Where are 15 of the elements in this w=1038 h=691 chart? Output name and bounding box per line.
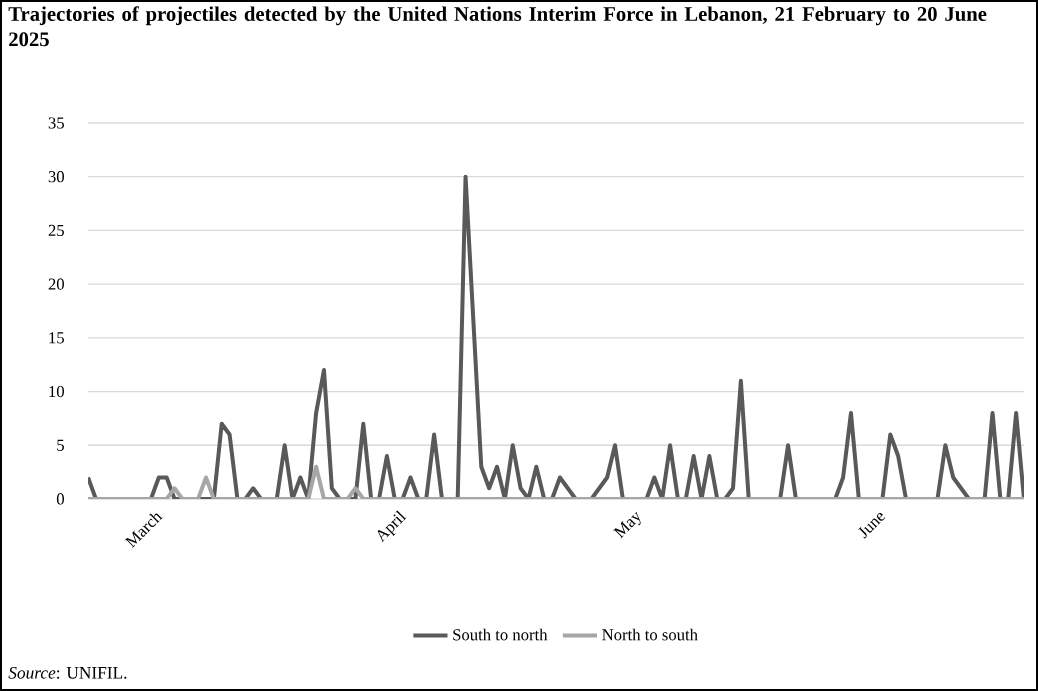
text: Source: UNIFIL. xyxy=(8,666,127,679)
chart-title: Trajectories of projectiles detected by the United Nations Interim Force in Lebanon, 21 February to 20 June 2025 xyxy=(8,6,987,47)
y-tick-label: 10 xyxy=(49,385,64,398)
y-tick-label: 5 xyxy=(57,439,64,451)
x-tick-label: May xyxy=(613,511,641,539)
y-tick-label: 25 xyxy=(48,224,64,237)
line-series xyxy=(88,464,1025,499)
y-tick-label: 15 xyxy=(49,332,64,344)
y-tick-label: 20 xyxy=(48,278,64,290)
y-tick-label: 35 xyxy=(48,117,64,129)
legend-label: South to north xyxy=(453,628,548,641)
y-tick-label: 0 xyxy=(56,493,64,505)
legend-label: North to south xyxy=(602,628,698,641)
x-tick-label: June xyxy=(858,513,886,539)
y-tick-label: 30 xyxy=(48,171,64,183)
